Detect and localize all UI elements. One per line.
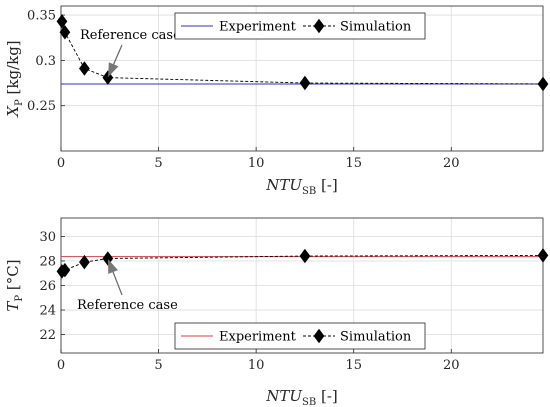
- simulation-point: [56, 14, 68, 29]
- x-tick-label: 10: [248, 156, 265, 171]
- legend-simulation-marker: [313, 18, 325, 34]
- simulation-point: [537, 76, 549, 92]
- x-axis-label: NTUSB [-]: [265, 176, 338, 197]
- y-tick-label: 0.3: [35, 54, 56, 69]
- annotation-arrow-head: [108, 62, 119, 78]
- simulation-point: [59, 262, 71, 278]
- annotation-arrow-head: [108, 259, 118, 274]
- simulation-point: [79, 61, 90, 76]
- y-tick-label: 28: [39, 254, 56, 269]
- y-tick-label: 0.35: [27, 9, 56, 24]
- annotation-text: Reference case: [77, 298, 178, 313]
- annotation-arrow-shaft: [112, 44, 123, 65]
- chart-1: 0 5 10 15 20 0.25 0.3 0.35 NTUSB [-] XP [kg/kg] Re…: [4, 5, 549, 197]
- y-tick-label: 30: [39, 230, 56, 245]
- simulation-point: [537, 248, 549, 263]
- x-tick-label: 15: [345, 156, 362, 171]
- x-tick-label: 0: [57, 358, 65, 373]
- simulation-point: [299, 75, 311, 91]
- y-axis-label: TP [°C]: [4, 259, 25, 311]
- annotation-arrow-shaft: [112, 271, 123, 296]
- legend: Experiment Simulation: [174, 12, 426, 40]
- y-tick-label: 22: [39, 328, 56, 343]
- x-tick-label: 0: [57, 156, 65, 171]
- x-tick-label: 20: [443, 156, 460, 171]
- simulation-point: [79, 254, 90, 270]
- y-tick-label: 26: [39, 279, 56, 294]
- legend: Experiment Simulation: [174, 322, 426, 350]
- y-tick-label: 24: [39, 304, 56, 319]
- legend-experiment-label: Experiment: [219, 20, 297, 35]
- legend-experiment-label: Experiment: [219, 330, 297, 345]
- x-tick-label: 5: [154, 156, 162, 171]
- legend-box: [174, 322, 426, 350]
- simulation-point: [299, 248, 311, 264]
- legend-simulation-label: Simulation: [340, 20, 412, 35]
- legend-box: [174, 12, 426, 40]
- x-tick-label: 20: [443, 358, 460, 373]
- x-axis-label: NTUSB [-]: [265, 387, 338, 407]
- chart-2: 0 5 10 15 20 22 24 26 28 30 NTUSB [-] TP [°C] Refere…: [4, 217, 549, 407]
- annotation-text: Reference case: [80, 28, 181, 43]
- y-axis-label: XP [kg/kg]: [4, 40, 25, 117]
- x-tick-label: 15: [345, 358, 362, 373]
- legend-simulation-label: Simulation: [340, 330, 412, 345]
- simulation-point: [59, 25, 71, 40]
- x-tick-label: 10: [248, 358, 265, 373]
- legend-simulation-marker: [313, 328, 325, 344]
- x-tick-label: 5: [154, 358, 162, 373]
- y-tick-label: 0.25: [27, 99, 56, 114]
